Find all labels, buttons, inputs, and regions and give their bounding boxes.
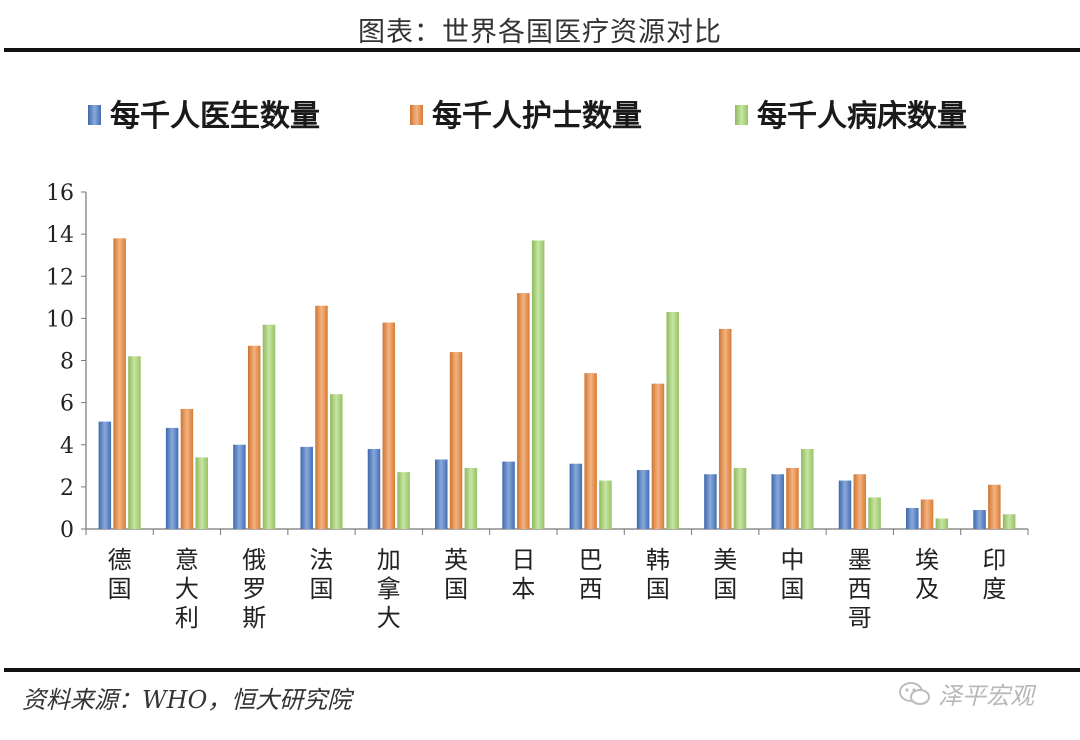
bar	[906, 507, 919, 529]
y-tick-label: 6	[60, 392, 74, 417]
source-note: 资料来源：WHO，恒大研究院	[22, 686, 352, 714]
bar	[801, 448, 814, 529]
bar	[1002, 514, 1016, 529]
x-tick-label: 美国	[713, 546, 737, 603]
bar	[704, 474, 717, 529]
x-tick-label: 韩国	[646, 546, 670, 603]
x-tick-label: 日本	[511, 546, 535, 603]
bar	[666, 312, 679, 529]
bar	[233, 444, 246, 529]
x-tick-label: 中国	[781, 546, 805, 603]
bar	[838, 480, 852, 529]
legend-swatch	[735, 105, 748, 125]
bar	[584, 373, 597, 529]
bar	[651, 383, 665, 529]
bars	[98, 238, 1016, 529]
bar	[569, 463, 583, 529]
x-tick-label: 英国	[444, 546, 468, 603]
bar	[315, 305, 328, 529]
x-tick-label: 意大利	[175, 546, 199, 632]
bar	[517, 293, 530, 529]
bar	[733, 467, 747, 529]
title-divider	[4, 48, 1080, 52]
bar	[502, 461, 515, 529]
x-tick-label: 法国	[310, 546, 334, 603]
y-tick-label: 10	[46, 307, 74, 332]
bar	[195, 457, 208, 529]
legend: 每千人医生数量 每千人护士数量 每千人病床数量	[88, 99, 967, 134]
bar	[988, 484, 1001, 529]
x-tick-label: 俄罗斯	[242, 546, 266, 632]
bar	[771, 474, 784, 529]
footer-divider	[4, 668, 1080, 672]
bar	[786, 467, 799, 529]
bar	[128, 356, 141, 529]
y-tick-label: 4	[60, 434, 74, 459]
bar	[397, 472, 410, 529]
bar	[180, 408, 194, 529]
x-tick-label: 德国	[108, 546, 132, 603]
x-tick-label: 巴西	[579, 546, 603, 603]
y-tick-label: 12	[46, 265, 74, 290]
bar	[868, 497, 881, 529]
bar	[449, 352, 463, 529]
legend-swatch	[88, 105, 101, 125]
watermark-text: 泽平宏观	[938, 682, 1034, 710]
x-tick-label: 埃及	[915, 546, 939, 603]
legend-swatch	[410, 105, 423, 125]
bar	[935, 518, 949, 529]
legend-label: 每千人病床数量	[757, 99, 967, 134]
bar	[367, 448, 381, 529]
bar	[300, 446, 313, 529]
bar	[382, 322, 396, 529]
x-tick-label: 加拿大	[377, 546, 401, 632]
y-tick-label: 16	[46, 181, 74, 206]
legend-label: 每千人护士数量	[432, 99, 642, 134]
x-tick-label: 印度	[982, 546, 1006, 603]
bar	[853, 474, 867, 529]
bar	[435, 459, 448, 529]
bar	[247, 345, 261, 529]
bar-chart: 每千人医生数量 每千人护士数量 每千人病床数量 0 2 4 6 8 10 12 14 16 德国 意大利…	[46, 99, 1029, 632]
y-tick-label: 8	[60, 350, 74, 375]
bar	[636, 470, 650, 529]
bar	[98, 421, 112, 529]
x-tick-label: 墨西哥	[848, 546, 872, 632]
bar	[165, 427, 179, 529]
y-tick-label: 14	[46, 223, 74, 248]
bar	[718, 328, 732, 529]
y-tick-label: 0	[60, 518, 74, 543]
bar	[262, 324, 276, 529]
bar	[531, 240, 545, 529]
legend-label: 每千人医生数量	[110, 99, 320, 134]
bar	[920, 499, 934, 529]
chart-title: 图表：世界各国医疗资源对比	[358, 17, 722, 48]
watermark: 泽平宏观	[898, 676, 1034, 711]
bar	[599, 480, 612, 529]
wechat-icon	[899, 681, 930, 705]
bar	[113, 238, 126, 529]
bar	[973, 510, 986, 529]
y-tick-label: 2	[60, 476, 74, 501]
bar	[464, 467, 478, 529]
bar	[330, 394, 343, 529]
